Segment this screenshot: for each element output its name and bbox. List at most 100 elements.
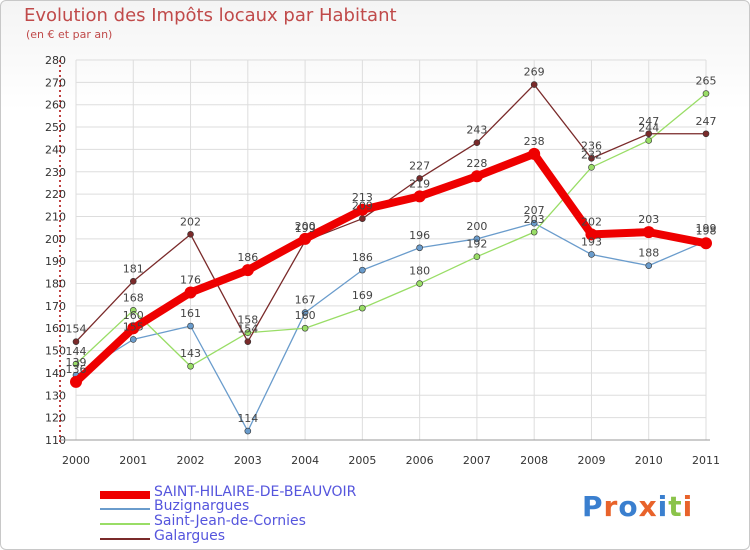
legend-label: SAINT-HILAIRE-DE-BEAUVOIR — [154, 484, 357, 500]
legend-label: Galargues — [154, 528, 226, 544]
data-label: 238 — [524, 135, 545, 148]
data-point — [244, 329, 252, 337]
x-tick-label: 2005 — [348, 454, 376, 467]
data-label: 161 — [180, 307, 201, 320]
series-line — [73, 149, 707, 385]
data-point — [70, 375, 82, 388]
y-tick-label: 180 — [45, 278, 66, 291]
data-point — [700, 237, 712, 250]
y-tick-label: 240 — [45, 143, 66, 156]
legend-swatch — [100, 523, 150, 525]
data-point — [129, 277, 137, 285]
data-point — [301, 324, 309, 332]
data-label: 188 — [638, 247, 659, 260]
data-label: 155 — [123, 320, 144, 333]
data-point — [359, 304, 366, 312]
x-tick-label: 2002 — [177, 454, 205, 467]
data-point — [356, 203, 369, 216]
data-point — [702, 90, 710, 97]
data-label: 213 — [352, 191, 373, 204]
data-label: 193 — [581, 235, 602, 248]
data-label: 219 — [409, 177, 430, 190]
x-tick-label: 2004 — [291, 454, 319, 467]
data-point — [416, 280, 423, 287]
x-tick-label: 2009 — [577, 454, 605, 467]
data-label: 160 — [123, 309, 144, 322]
data-point — [588, 155, 595, 162]
series-line — [75, 222, 707, 432]
data-point — [187, 362, 194, 370]
x-tick-label: 2000 — [62, 454, 90, 467]
x-tick-label: 2010 — [635, 454, 663, 467]
data-label: 247 — [638, 115, 659, 128]
data-point — [129, 307, 137, 314]
data-label: 200 — [295, 220, 316, 233]
data-label: 158 — [237, 314, 258, 327]
y-tick-label: 140 — [45, 367, 66, 380]
data-point — [416, 244, 423, 252]
data-label: 202 — [180, 215, 201, 228]
data-point — [588, 163, 595, 171]
series-line — [75, 93, 707, 367]
y-tick-label: 270 — [45, 76, 66, 89]
data-label: 236 — [581, 139, 602, 152]
data-label: 186 — [352, 251, 373, 264]
data-label: 198 — [696, 224, 717, 237]
legend-label: Saint-Jean-de-Cornies — [154, 513, 306, 529]
data-point — [244, 338, 252, 345]
data-label: 243 — [466, 124, 487, 137]
data-label: 232 — [581, 148, 602, 161]
data-label: 186 — [237, 251, 258, 264]
data-point — [473, 235, 481, 243]
data-point — [470, 170, 483, 183]
data-point — [72, 338, 80, 345]
data-point — [413, 190, 426, 203]
x-tick-label: 2008 — [520, 454, 548, 467]
x-tick-label: 2001 — [119, 454, 147, 467]
data-label: 203 — [638, 213, 659, 226]
data-point — [359, 215, 366, 223]
data-label: 169 — [352, 289, 373, 302]
y-tick-label: 220 — [45, 188, 66, 201]
data-point — [528, 147, 541, 160]
data-point — [642, 226, 655, 239]
x-tick-label: 2011 — [692, 454, 720, 467]
data-label: 154 — [237, 323, 258, 336]
legend-swatch — [100, 508, 150, 510]
data-label: 168 — [123, 291, 144, 304]
data-point — [72, 360, 80, 368]
legend-swatch — [100, 538, 150, 540]
line-chart: 110 120 130 140 150 160 170 180 190 200 210 220 230 2… — [45, 54, 720, 467]
x-tick-label: 2007 — [463, 454, 491, 467]
y-tick-label: 130 — [45, 389, 66, 402]
y-tick-label: 210 — [45, 210, 66, 223]
data-point — [588, 251, 595, 258]
data-point — [187, 322, 194, 330]
data-point — [645, 130, 653, 138]
y-tick-label: 170 — [45, 300, 66, 313]
data-label: 154 — [66, 323, 87, 336]
data-label: 247 — [696, 115, 717, 128]
data-label: 209 — [352, 200, 373, 213]
data-point — [645, 262, 653, 269]
y-tick-label: 280 — [45, 54, 66, 67]
data-label: 207 — [524, 204, 545, 217]
data-label: 144 — [66, 345, 87, 358]
data-point — [473, 253, 481, 261]
data-label: 114 — [237, 412, 258, 425]
x-tick-label: 2006 — [406, 454, 434, 467]
data-point — [530, 219, 538, 227]
data-label: 180 — [409, 265, 430, 278]
data-label: 199 — [696, 222, 717, 235]
data-label: 196 — [409, 229, 430, 242]
data-point — [299, 232, 312, 245]
data-point — [702, 130, 710, 138]
data-label: 199 — [295, 222, 316, 235]
y-tick-label: 190 — [45, 255, 66, 268]
data-point — [645, 137, 653, 144]
y-tick-label: 120 — [45, 412, 66, 425]
data-label: 139 — [66, 356, 87, 369]
data-point — [301, 309, 309, 316]
data-label: 265 — [696, 75, 717, 88]
